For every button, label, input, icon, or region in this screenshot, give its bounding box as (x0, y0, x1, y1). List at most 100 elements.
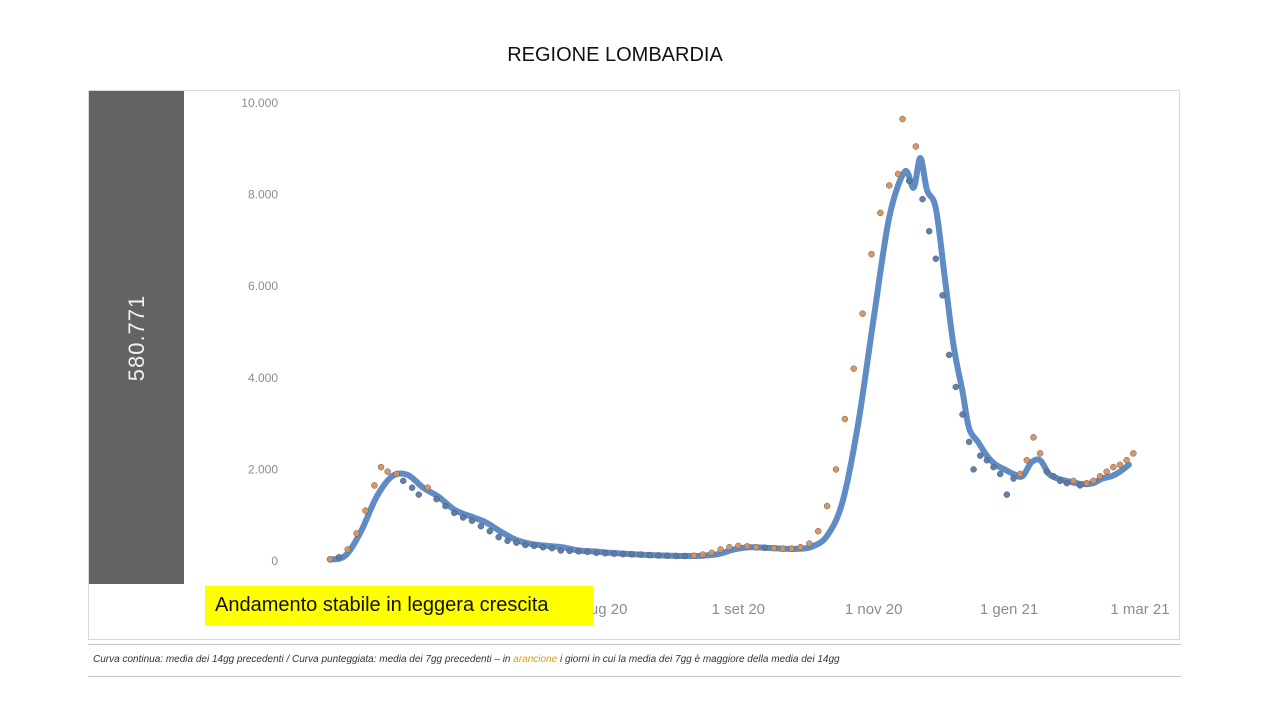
series-dot (530, 542, 538, 550)
series-dot (681, 552, 689, 560)
series-dot (717, 546, 724, 553)
series-dot (655, 552, 662, 559)
series-dot (850, 365, 857, 372)
series-dot (459, 514, 467, 521)
series-dot (371, 482, 378, 489)
series-dot (814, 527, 822, 535)
caption-divider-bottom (88, 676, 1181, 677)
total-cases-panel: 580.771 (89, 91, 184, 584)
series-dot (1083, 479, 1090, 487)
series-dot (965, 438, 973, 446)
series-dot (326, 555, 334, 563)
series-dot (797, 544, 804, 551)
series-dot (399, 477, 407, 485)
series-dot (690, 552, 698, 559)
series-dot (1103, 468, 1110, 475)
slide-title: REGIONE LOMBARDIA (507, 44, 723, 66)
series-dot (932, 255, 940, 262)
series-dot (513, 539, 520, 546)
series-dot (451, 509, 458, 517)
y-tick-label: 2.000 (248, 462, 278, 476)
x-tick-label: 1 nov 20 (845, 601, 903, 618)
series-dot (384, 468, 391, 475)
series-dot (468, 517, 476, 524)
series-dot (335, 554, 343, 561)
series-dot (619, 550, 627, 558)
caption-divider-top (88, 644, 1181, 645)
series-dot (859, 310, 866, 317)
series-dot (548, 544, 556, 552)
series-dot (1023, 456, 1031, 464)
series-dot (601, 549, 609, 557)
series-dot (699, 551, 707, 558)
series-dot (743, 543, 751, 550)
series-dot (752, 544, 760, 551)
series-dot (788, 545, 795, 552)
series-dot (726, 544, 733, 551)
series-dot (442, 502, 449, 510)
series-dot (1043, 468, 1051, 475)
series-dot (708, 549, 715, 557)
series-dot (1130, 450, 1137, 457)
y-tick-label: 10.000 (241, 96, 278, 110)
x-tick-label: 1 set 20 (712, 601, 765, 618)
series-dot (1063, 479, 1071, 487)
series-dot (522, 541, 529, 549)
x-axis-ticks: 1 lug 20 1 set 20 1 nov 20 1 gen 21 1 mar 21 (574, 601, 1170, 618)
series-dot (504, 537, 511, 545)
chart-frame (88, 90, 1180, 640)
series-line-path (327, 154, 1132, 563)
series-dot (646, 551, 653, 559)
series-dot (1110, 463, 1117, 471)
series-dot (1030, 434, 1037, 441)
caption-text-after: i giorni in cui la media dei 7gg è maggi… (557, 654, 840, 665)
series-dot (885, 182, 893, 189)
y-axis-ticks: 0 2.000 4.000 6.000 8.000 10.000 (241, 96, 278, 568)
series-dot (983, 456, 991, 464)
series-dot (952, 383, 960, 391)
series-dot (557, 547, 565, 554)
caption-text-before: Curva continua: media dei 14gg precedent… (93, 654, 514, 665)
series-dot (408, 484, 416, 491)
series-dot (628, 551, 636, 558)
series-dot (912, 143, 920, 150)
series-line-14gg (327, 154, 1132, 563)
series-dot (1016, 470, 1024, 478)
series-dot (539, 544, 547, 551)
series-dot (976, 452, 984, 459)
series-dot (823, 502, 831, 510)
series-dot (495, 533, 502, 541)
series-dot (925, 227, 933, 235)
series-dot (610, 550, 618, 557)
caption-text-highlight: arancione (513, 654, 558, 665)
x-tick-label: 1 gen 21 (980, 601, 1038, 618)
series-dot (779, 545, 786, 552)
y-tick-label: 4.000 (248, 371, 278, 385)
y-tick-label: 8.000 (248, 188, 278, 202)
series-dot (566, 547, 573, 555)
series-dot (433, 495, 440, 503)
series-dot (344, 546, 352, 553)
series-dot (1090, 477, 1097, 485)
series-dot (1070, 477, 1077, 485)
series-dot (1123, 456, 1130, 464)
series-dot (970, 466, 977, 473)
series-dot (761, 544, 769, 551)
series-dot (806, 540, 813, 547)
series-dot (424, 484, 431, 491)
series-dot (575, 548, 582, 555)
series-dot (894, 170, 902, 178)
series-dot (1036, 450, 1044, 457)
series-dot (1010, 475, 1017, 482)
trend-callout: Andamento stabile in leggera crescita (205, 586, 593, 625)
series-dot (1003, 491, 1011, 498)
series-dot (672, 552, 680, 560)
series-dot (832, 466, 840, 473)
y-tick-label: 6.000 (248, 279, 278, 293)
series-dot (770, 544, 778, 552)
series-dot (1076, 482, 1084, 489)
series-dot (393, 470, 400, 478)
series-dots-7gg (326, 115, 1137, 563)
y-tick-label: 0 (271, 554, 278, 568)
